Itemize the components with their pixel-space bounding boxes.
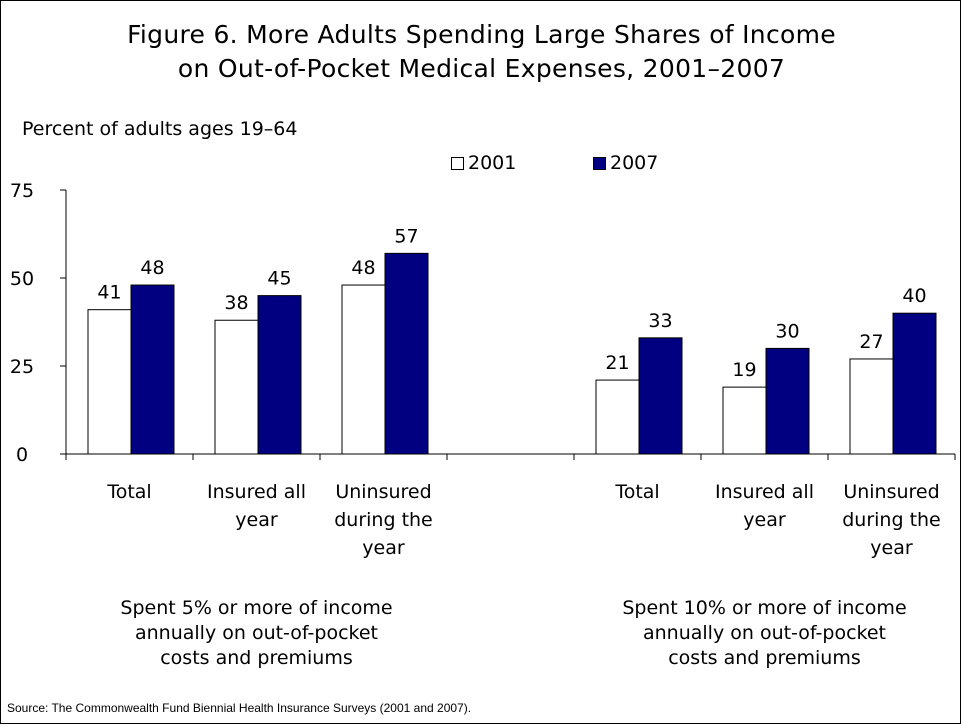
category-label: Insured all [715,481,814,503]
category-label: year [743,509,786,531]
bar-2001 [87,309,132,455]
bar-2007 [892,312,937,455]
legend-item-2007: 2007 [593,152,658,174]
bar-2001 [849,358,894,455]
chart-title-line-2: on Out-of-Pocket Medical Expenses, 2001–… [177,54,786,83]
legend-swatch-2007 [593,156,606,170]
category-label: year [362,537,405,559]
y-tick-label: 50 [10,268,34,290]
source-note: Source: The Commonwealth Fund Biennial H… [7,701,472,715]
data-label-2001: 48 [351,257,375,279]
bar-2007 [130,284,175,455]
data-label-2001: 19 [732,359,756,381]
bar-2007 [638,337,683,455]
group-label: costs and premiums [160,647,353,669]
bar-2001 [341,284,386,455]
category-label: Uninsured [843,481,939,503]
data-label-2007: 45 [267,268,291,290]
category-label: during the [842,509,941,531]
group-label: annually on out-of-pocket [643,622,886,644]
data-label-2007: 57 [394,225,418,247]
data-label-2001: 38 [224,292,248,314]
plot-area: 0 25 50 75 41 38 48 21 19 27 48 45 57 33 30 40 Total Insu… [10,180,956,669]
y-tick-label: 25 [10,356,34,378]
category-label: year [870,537,913,559]
chart-title-line-1: Figure 6. More Adults Spending Large Sha… [127,20,836,49]
category-label: Insured all [207,481,306,503]
data-label-2007: 33 [648,310,672,332]
category-label: Total [106,481,151,503]
bar-2007 [765,347,810,455]
bar-2007 [257,295,302,455]
category-label: during the [334,509,433,531]
data-label-2001: 41 [97,282,121,304]
group-label: annually on out-of-pocket [135,622,378,644]
group-label: Spent 10% or more of income [622,597,906,619]
bar-2007 [384,252,429,455]
legend-item-2001: 2001 [451,152,516,174]
chart-title: Figure 6. More Adults Spending Large Sha… [0,18,963,86]
category-label: Total [614,481,659,503]
bar-2001 [722,386,767,455]
data-label-2001: 21 [605,352,629,374]
y-axis-label: Percent of adults ages 19–64 [22,118,298,140]
y-tick-label: 75 [10,180,34,202]
data-label-2007: 40 [902,285,926,307]
category-label: Uninsured [335,481,431,503]
y-tick-label: 0 [16,444,28,466]
data-label-2007: 48 [140,257,164,279]
bar-2001 [595,379,640,455]
data-label-2007: 30 [775,320,799,342]
legend-label-2001: 2001 [468,152,517,174]
data-label-2001: 27 [859,331,883,353]
legend-swatch-2001 [451,156,464,170]
category-label: year [235,509,278,531]
group-label: Spent 5% or more of income [120,597,392,619]
legend-label-2007: 2007 [610,152,659,174]
group-label: costs and premiums [668,647,861,669]
bar-2001 [214,319,259,455]
